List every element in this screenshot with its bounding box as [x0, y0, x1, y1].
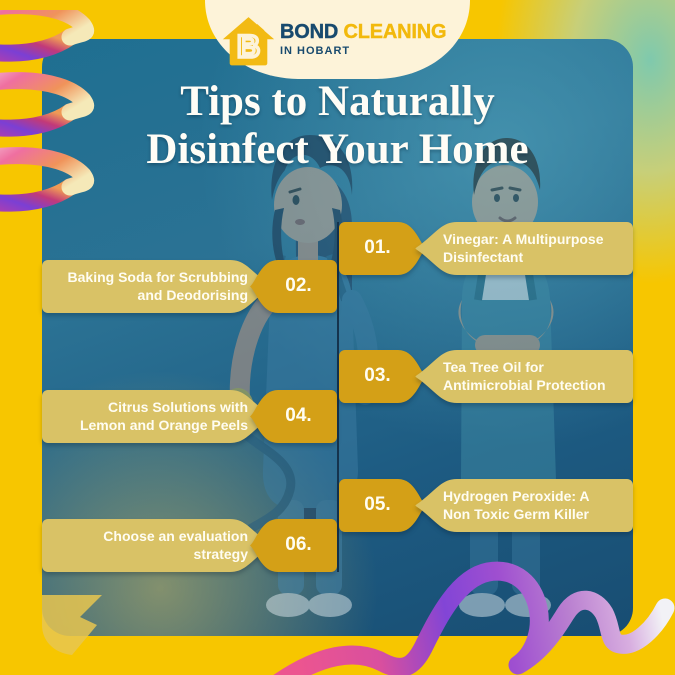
- svg-text:B: B: [237, 28, 260, 64]
